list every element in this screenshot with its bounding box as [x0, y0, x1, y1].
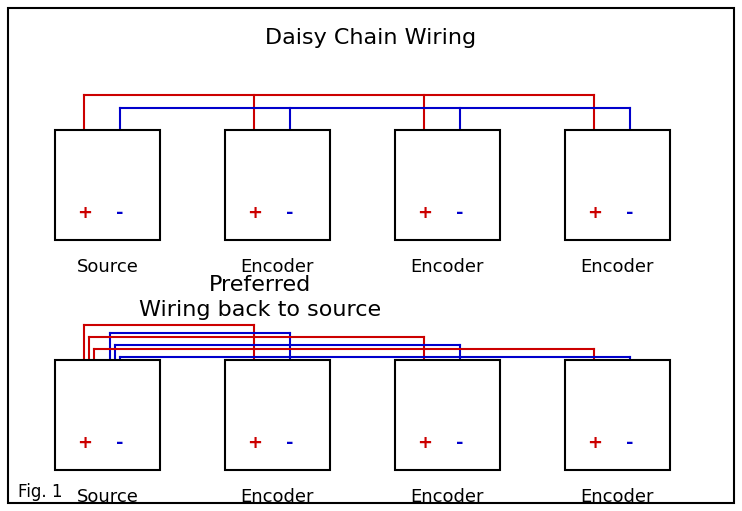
Bar: [395, 360, 500, 470]
Bar: [55, 130, 160, 240]
Text: -: -: [626, 433, 634, 452]
Text: Source: Source: [76, 259, 139, 276]
Text: +: +: [247, 433, 262, 452]
Bar: [55, 360, 160, 470]
Bar: [565, 130, 670, 240]
Bar: [565, 360, 670, 470]
Text: -: -: [116, 203, 124, 221]
Text: +: +: [417, 433, 432, 452]
Text: +: +: [587, 433, 602, 452]
Text: Encoder: Encoder: [411, 489, 485, 506]
Text: +: +: [77, 203, 92, 221]
Text: +: +: [247, 203, 262, 221]
Text: Fig. 1: Fig. 1: [18, 483, 62, 501]
Text: -: -: [116, 433, 124, 452]
Text: -: -: [456, 433, 464, 452]
Text: -: -: [286, 433, 294, 452]
Text: +: +: [417, 203, 432, 221]
Text: -: -: [456, 203, 464, 221]
Text: Wiring back to source: Wiring back to source: [139, 300, 381, 320]
Text: Encoder: Encoder: [411, 259, 485, 276]
Bar: [395, 130, 500, 240]
Bar: [225, 360, 330, 470]
Text: Daisy Chain Wiring: Daisy Chain Wiring: [266, 28, 476, 48]
Bar: [225, 130, 330, 240]
Text: Preferred: Preferred: [209, 275, 311, 295]
Text: -: -: [286, 203, 294, 221]
Text: Encoder: Encoder: [581, 259, 654, 276]
Text: Encoder: Encoder: [581, 489, 654, 506]
Text: Source: Source: [76, 489, 139, 506]
Text: +: +: [77, 433, 92, 452]
Text: Encoder: Encoder: [240, 489, 315, 506]
Text: Encoder: Encoder: [240, 259, 315, 276]
Text: -: -: [626, 203, 634, 221]
Text: +: +: [587, 203, 602, 221]
